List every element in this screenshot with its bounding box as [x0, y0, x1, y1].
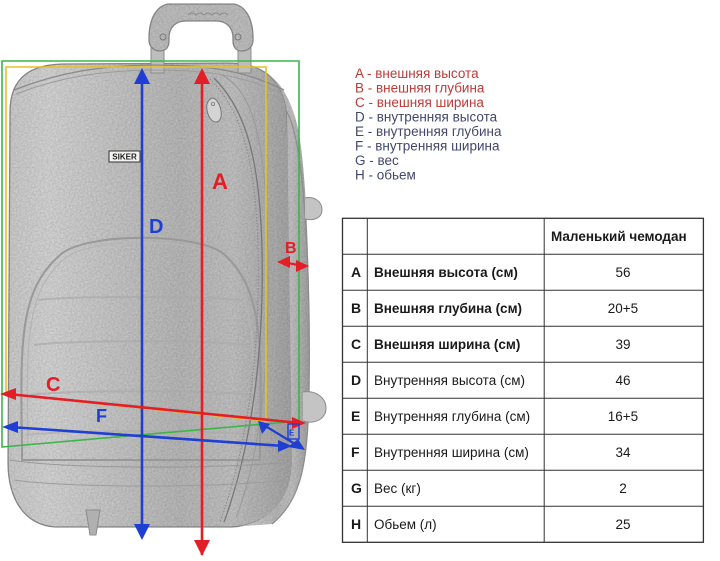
svg-text:Внешняя глубина (см): Внешняя глубина (см) — [374, 301, 522, 316]
svg-text:56: 56 — [615, 265, 630, 280]
svg-text:C: C — [46, 374, 60, 396]
svg-text:A - внешняя высота: A - внешняя высота — [355, 66, 479, 81]
svg-text:F: F — [96, 406, 107, 426]
svg-text:Вес (кг): Вес (кг) — [374, 481, 421, 496]
svg-text:C - внешняя ширина: C - внешняя ширина — [355, 95, 484, 110]
svg-text:Внутренняя высота (см): Внутренняя высота (см) — [374, 373, 525, 388]
svg-text:E: E — [289, 429, 295, 438]
svg-text:F - внутренняя ширина: F - внутренняя ширина — [355, 139, 500, 154]
svg-text:B: B — [351, 300, 361, 316]
svg-text:A: A — [212, 169, 228, 194]
svg-text:D - внутренняя высота: D - внутренняя высота — [355, 110, 498, 125]
svg-text:2: 2 — [619, 481, 627, 496]
svg-text:34: 34 — [615, 445, 631, 460]
svg-text:A: A — [351, 264, 361, 280]
svg-text:F: F — [351, 444, 360, 460]
svg-text:39: 39 — [615, 337, 630, 352]
svg-text:46: 46 — [615, 373, 630, 388]
svg-text:H - обьем: H - обьем — [355, 168, 416, 183]
svg-text:G: G — [351, 480, 362, 496]
svg-text:Внутренняя ширина (см): Внутренняя ширина (см) — [374, 445, 529, 460]
svg-text:B: B — [285, 240, 297, 257]
svg-text:D: D — [351, 372, 361, 388]
svg-text:H: H — [351, 516, 361, 532]
svg-text:E: E — [351, 408, 360, 424]
svg-text:20+5: 20+5 — [608, 301, 638, 316]
svg-text:B - внешняя глубина: B - внешняя глубина — [355, 81, 485, 96]
svg-text:25: 25 — [615, 517, 630, 532]
svg-text:Внешняя ширина (см): Внешняя ширина (см) — [374, 337, 520, 352]
svg-text:Маленький чемодан: Маленький чемодан — [551, 229, 687, 244]
svg-text:E - внутренняя глубина: E - внутренняя глубина — [355, 124, 502, 139]
svg-text:SIKER: SIKER — [112, 153, 137, 162]
svg-text:D: D — [149, 216, 163, 238]
svg-text:Внешняя высота (см): Внешняя высота (см) — [374, 265, 518, 280]
svg-text:C: C — [351, 336, 361, 352]
svg-text:Обьем (л): Обьем (л) — [374, 517, 437, 532]
svg-text:16+5: 16+5 — [608, 409, 638, 424]
svg-text:Внутренняя глубина (см): Внутренняя глубина (см) — [374, 409, 530, 424]
svg-text:G - вес: G - вес — [355, 153, 399, 168]
